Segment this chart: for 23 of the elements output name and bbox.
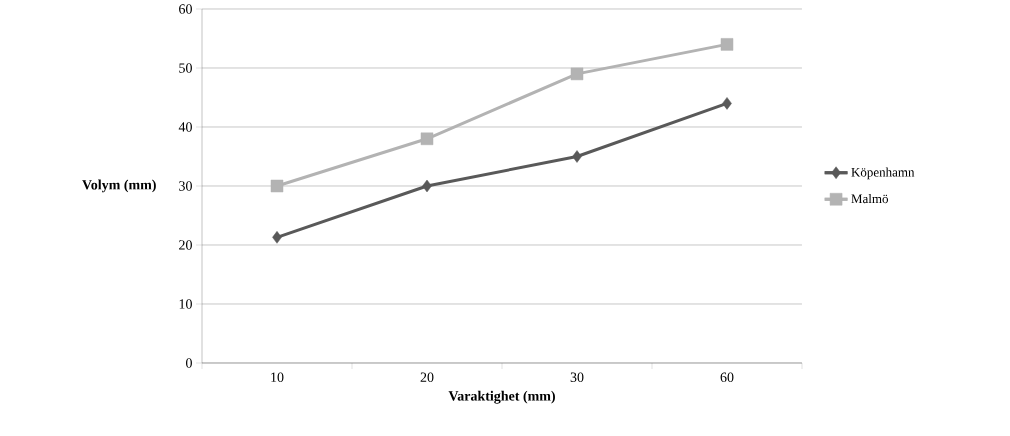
point: [572, 150, 582, 163]
point: [420, 132, 434, 146]
x-tick-label: 10: [271, 372, 284, 382]
y-tick-label: 40: [178, 122, 192, 132]
y-tick-label: 20: [179, 240, 192, 250]
x-axis-title: Varaktighet (mm): [448, 390, 555, 404]
x-tick-label: 30: [570, 372, 584, 382]
point: [570, 67, 584, 81]
y-axis-title: Volym (mm): [82, 179, 156, 193]
point: [270, 179, 284, 193]
point: [722, 97, 732, 110]
y-tick-label: 10: [179, 299, 192, 309]
y-tick-label: 30: [179, 181, 192, 191]
x-tick-label: 20: [420, 372, 434, 382]
legend-label: Köpenhamn: [851, 167, 915, 180]
y-tick-label: 50: [179, 63, 192, 73]
point: [720, 38, 734, 51]
legend-label: Malmö: [851, 193, 889, 204]
y-tick-label: 0: [186, 358, 192, 368]
y-tick-label: 60: [179, 4, 192, 14]
point: [272, 231, 282, 244]
point: [422, 179, 432, 193]
x-tick-label: 60: [720, 372, 734, 382]
